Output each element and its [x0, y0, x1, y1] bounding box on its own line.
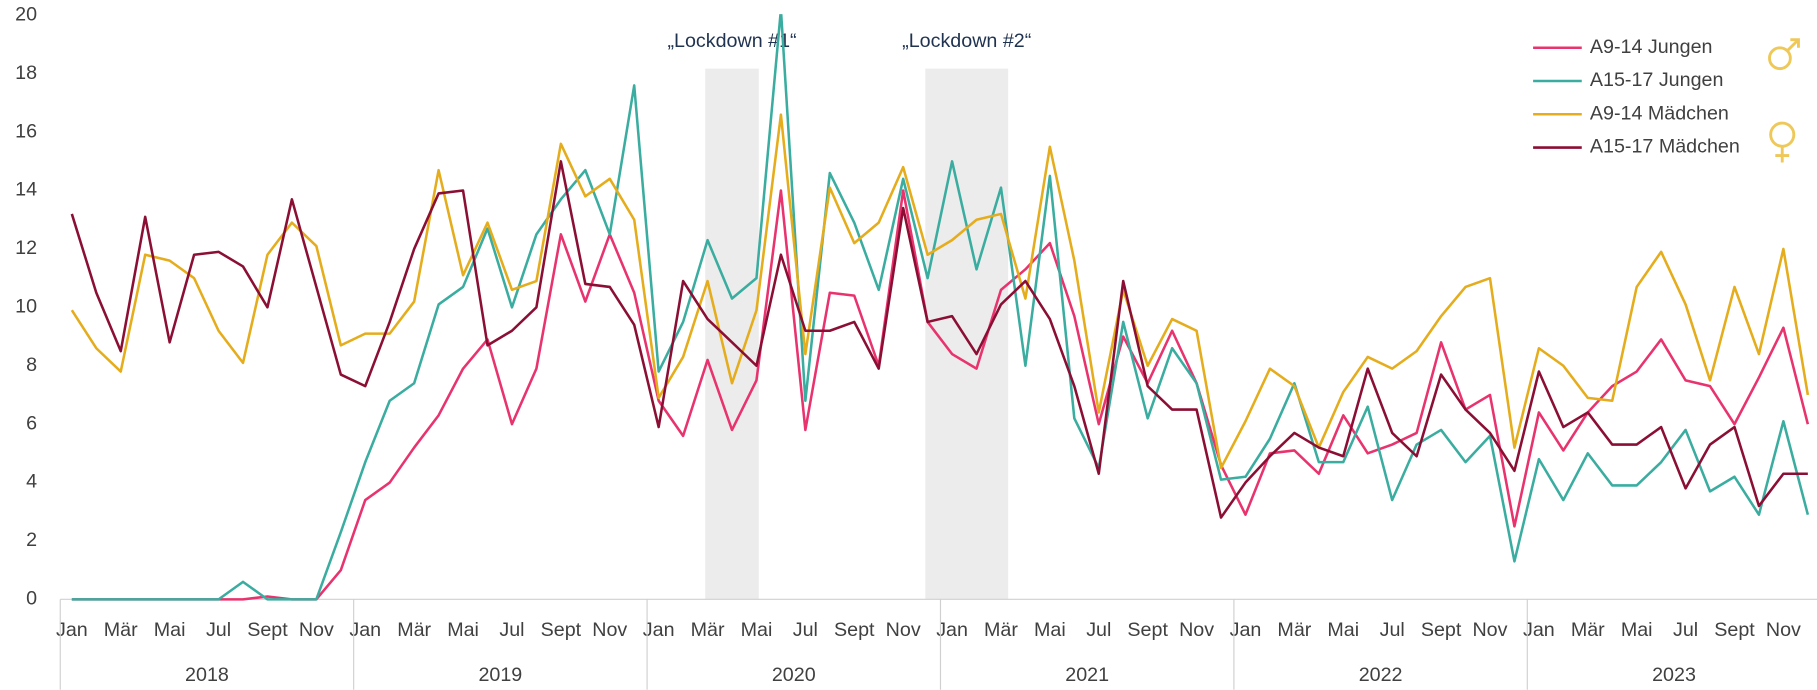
x-tick-label: Jul	[206, 619, 231, 641]
x-tick-label: Nov	[1472, 619, 1507, 641]
x-tick-label: Jan	[1523, 619, 1555, 641]
series-line	[70, 113, 1810, 470]
series-line	[71, 14, 1810, 601]
legend-label: A9-14 Jungen	[1590, 36, 1713, 58]
x-tick-label: Mai	[1621, 619, 1653, 641]
year-label: 2018	[185, 664, 229, 686]
y-tick-label: 8	[26, 354, 37, 376]
y-tick-label: 10	[15, 296, 37, 318]
x-tick-label: Mai	[447, 619, 479, 641]
x-tick-label: Mär	[691, 619, 725, 641]
x-tick-label: Nov	[299, 619, 334, 641]
female-symbol	[1769, 121, 1796, 163]
x-tick-label: Mär	[984, 619, 1018, 641]
lockdown-band	[705, 68, 759, 600]
x-tick-label: Jul	[1380, 619, 1405, 641]
y-tick-label: 16	[15, 120, 37, 142]
y-tick-label: 18	[15, 62, 37, 84]
x-tick-label: Sept	[1421, 619, 1462, 641]
x-tick-label: Nov	[1179, 619, 1214, 641]
year-label: 2021	[1065, 664, 1109, 686]
x-tick-label: Sept	[834, 619, 875, 641]
x-tick-label: Jan	[936, 619, 968, 641]
x-tick-label: Nov	[1766, 619, 1801, 641]
year-label: 2020	[772, 664, 816, 686]
x-tick-label: Mai	[1034, 619, 1066, 641]
x-tick-label: Mai	[741, 619, 773, 641]
y-tick-label: 2	[26, 529, 37, 551]
x-tick-label: Mär	[104, 619, 138, 641]
series-line	[71, 189, 1810, 601]
x-tick-label: Jul	[793, 619, 818, 641]
x-tick-label: Jan	[1230, 619, 1262, 641]
y-tick-label: 12	[15, 237, 37, 259]
x-tick-label: Sept	[1127, 619, 1168, 641]
background-layer	[705, 68, 1009, 600]
y-tick-label: 14	[15, 179, 37, 201]
series-line	[70, 160, 1808, 519]
y-tick-label: 20	[15, 4, 37, 26]
annotation: „Lockdown #2“	[902, 30, 1031, 52]
x-tick-label: Mai	[154, 619, 186, 641]
year-label: 2023	[1652, 664, 1696, 686]
x-tick-label: Sept	[541, 619, 582, 641]
lockdown-band	[925, 68, 1009, 600]
year-label: 2022	[1359, 664, 1403, 686]
x-tick-label: Mär	[397, 619, 431, 641]
legend-label: A15-17 Jungen	[1590, 69, 1724, 91]
legend-label: A9-14 Mädchen	[1590, 102, 1729, 124]
x-tick-label: Jan	[643, 619, 675, 641]
x-tick-label: Jul	[1673, 619, 1698, 641]
x-tick-label: Nov	[592, 619, 627, 641]
x-tick-label: Jan	[56, 619, 88, 641]
y-tick-label: 4	[26, 471, 37, 493]
y-tick-label: 6	[26, 412, 37, 434]
x-tick-label: Jul	[1086, 619, 1111, 641]
annotation: „Lockdown #1“	[667, 30, 796, 52]
x-tick-label: Jan	[349, 619, 381, 641]
y-tick-label: 0	[26, 588, 37, 610]
x-tick-label: Mär	[1277, 619, 1311, 641]
x-tick-label: Mär	[1571, 619, 1605, 641]
x-tick-label: Sept	[247, 619, 288, 641]
x-tick-label: Mai	[1327, 619, 1359, 641]
legend-label: A15-17 Mädchen	[1590, 136, 1740, 158]
x-tick-label: Jul	[499, 619, 524, 641]
year-label: 2019	[478, 664, 522, 686]
x-tick-label: Nov	[886, 619, 921, 641]
male-symbol	[1768, 38, 1800, 71]
x-tick-label: Sept	[1714, 619, 1755, 641]
